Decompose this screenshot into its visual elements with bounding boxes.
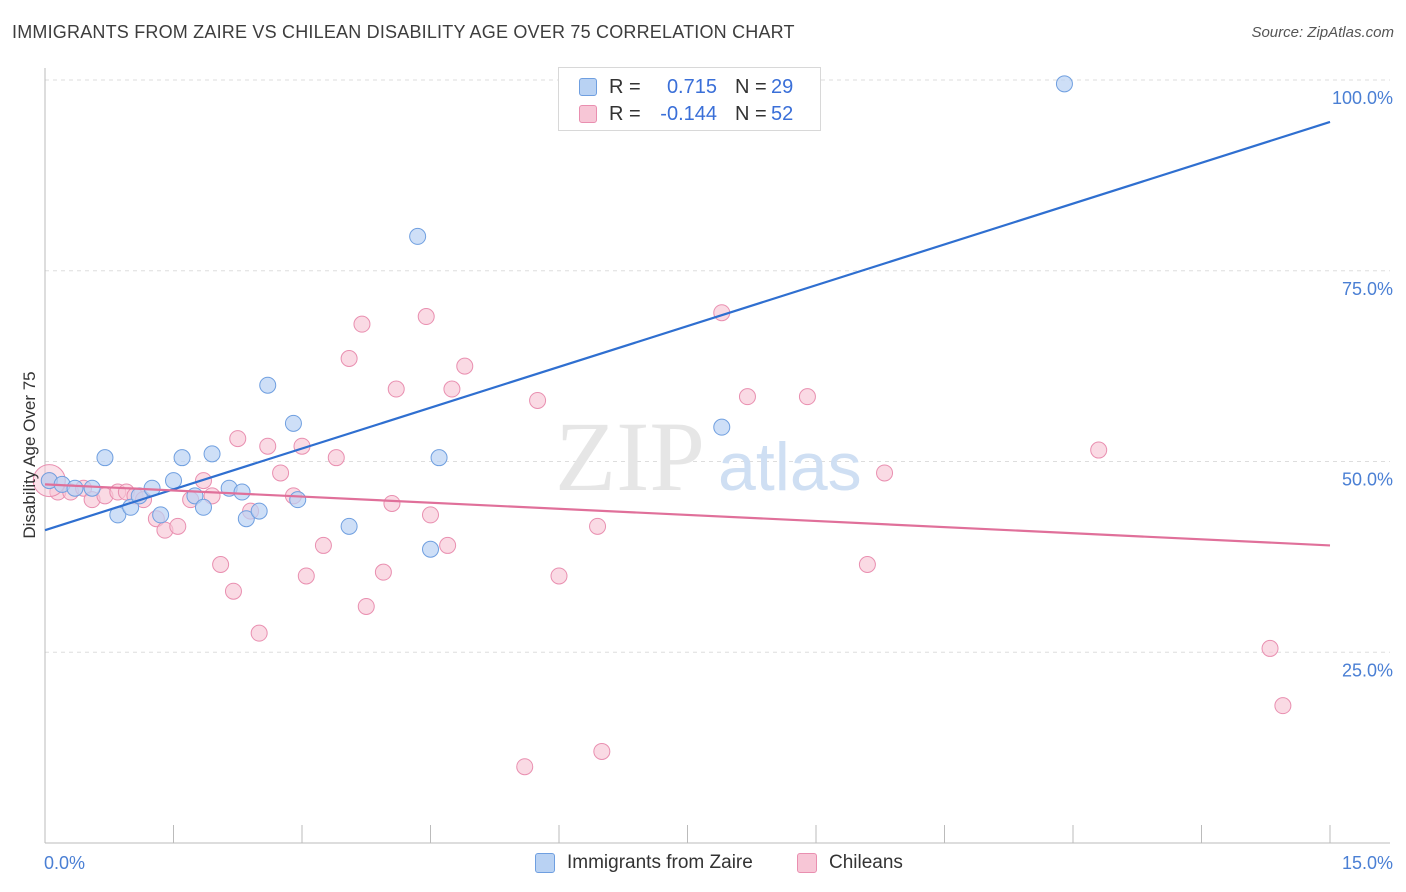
point-chileans: [229, 430, 247, 448]
point-chileans: [387, 380, 405, 398]
legend-swatch-pink: [797, 853, 817, 873]
watermark: ZIP atlas: [555, 401, 862, 512]
point-zaire: [66, 479, 84, 497]
legend-n-label: N =: [735, 75, 767, 98]
point-chileans: [443, 380, 461, 398]
point-zaire: [284, 414, 302, 432]
point-zaire: [203, 445, 221, 463]
point-zaire: [422, 540, 439, 558]
point-chileans: [516, 758, 534, 776]
legend-label-chileans: Chileans: [829, 852, 903, 873]
y-tick-label: 100.0%: [1332, 88, 1393, 108]
point-chileans: [593, 742, 611, 760]
point-chileans: [212, 556, 230, 574]
point-chileans: [738, 388, 756, 406]
legend-label-zaire: Immigrants from Zaire: [567, 852, 753, 873]
legend-swatch-blue: [535, 853, 555, 873]
point-zaire: [173, 449, 191, 467]
point-zaire: [194, 498, 212, 516]
point-zaire: [289, 491, 307, 509]
y-axis-label: Disability Age Over 75: [20, 371, 39, 538]
point-zaire: [1055, 75, 1073, 93]
point-chileans: [422, 506, 439, 524]
point-chileans: [798, 388, 816, 406]
point-chileans: [589, 517, 607, 535]
legend-r-label: R =: [609, 102, 641, 125]
watermark-atlas: atlas: [718, 429, 862, 505]
point-chileans: [353, 315, 371, 333]
point-zaire: [713, 418, 731, 436]
legend-n-label: N =: [735, 102, 767, 125]
point-chileans: [297, 567, 315, 585]
chart-title: IMMIGRANTS FROM ZAIRE VS CHILEAN DISABIL…: [12, 22, 795, 42]
point-chileans: [1274, 697, 1292, 715]
watermark-zip: ZIP: [555, 401, 705, 512]
point-chileans: [224, 582, 242, 600]
legend-n-value: 29: [771, 75, 794, 98]
x-tick-label: 0.0%: [44, 853, 85, 873]
point-chileans: [259, 437, 277, 455]
point-zaire: [152, 506, 170, 524]
point-chileans: [250, 624, 268, 642]
x-tick-label: 15.0%: [1342, 853, 1393, 873]
trend-lines: [44, 120, 1331, 547]
point-chileans: [550, 567, 568, 585]
legend-r-label: R =: [609, 75, 641, 98]
point-chileans: [327, 449, 345, 467]
point-chileans: [357, 597, 375, 615]
point-chileans: [456, 357, 474, 375]
point-zaire: [233, 483, 251, 501]
point-zaire: [83, 479, 101, 497]
axes: [44, 68, 1390, 844]
point-chileans: [439, 536, 457, 554]
legend-row-chileans: R = -0.144 N = 52: [579, 101, 793, 127]
tick-labels: 100.0% 75.0% 50.0% 25.0% 0.0% 15.0%: [44, 88, 1393, 873]
point-zaire: [259, 376, 277, 394]
legend-item-zaire[interactable]: Immigrants from Zaire: [535, 852, 753, 874]
point-zaire: [96, 449, 114, 467]
point-chileans: [169, 517, 187, 535]
grid-lines: [45, 79, 1390, 653]
legend-item-chileans[interactable]: Chileans: [797, 852, 903, 874]
point-chileans: [383, 494, 401, 512]
trend-line-zaire: [44, 120, 1331, 532]
point-zaire: [165, 472, 182, 490]
point-zaire: [409, 227, 427, 245]
point-chileans: [374, 563, 392, 581]
legend-n-value: 52: [771, 102, 794, 125]
point-zaire: [340, 517, 358, 535]
legend-swatch-pink: [579, 105, 597, 123]
series-chileans: [32, 304, 1292, 776]
point-chileans: [272, 464, 290, 482]
y-tick-label: 75.0%: [1342, 279, 1393, 299]
point-chileans: [314, 536, 332, 554]
source-label: Source: ZipAtlas.com: [1251, 24, 1394, 41]
y-tick-label: 25.0%: [1342, 660, 1393, 680]
point-zaire: [237, 510, 255, 528]
legend-r-value: 0.715: [666, 75, 717, 98]
point-zaire: [250, 502, 268, 520]
point-chileans: [1261, 639, 1279, 657]
point-chileans: [417, 308, 435, 326]
legend-row-zaire: R = 0.715 N = 29: [579, 74, 793, 100]
y-tick-label: 50.0%: [1342, 470, 1393, 490]
trend-line-chileans: [44, 483, 1331, 547]
point-chileans: [1090, 441, 1108, 459]
legend-swatch-blue: [579, 78, 597, 96]
point-chileans: [876, 464, 894, 482]
point-chileans: [529, 391, 547, 409]
legend-r-value: -0.144: [660, 102, 717, 125]
point-chileans: [340, 349, 358, 367]
point-chileans: [858, 556, 876, 574]
bottom-legend: Immigrants from Zaire Chileans: [0, 852, 1406, 878]
point-zaire: [430, 449, 448, 467]
stats-legend: R = 0.715 N = 29 R = -0.144 N = 52: [558, 67, 821, 131]
